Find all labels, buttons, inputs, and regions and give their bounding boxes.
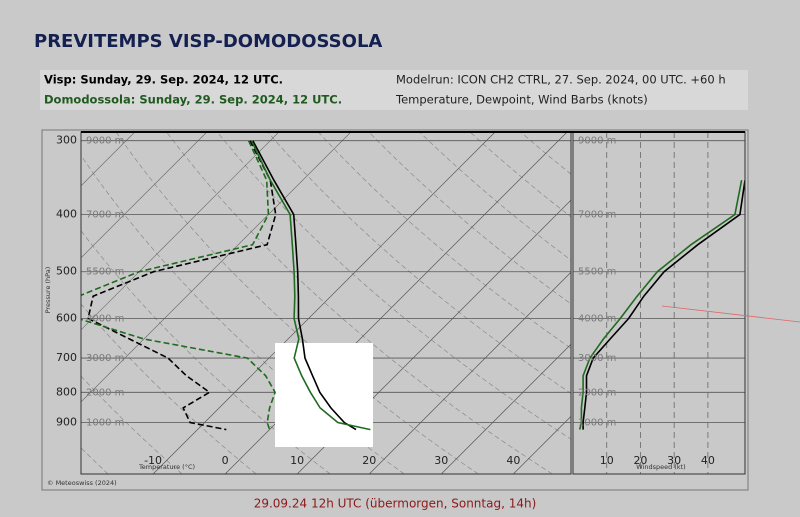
isotherm-grid — [441, 343, 571, 474]
y-tick-label: 600 — [56, 312, 77, 325]
isotherm — [81, 132, 208, 259]
isotherm — [81, 132, 352, 403]
info-domo: Domodossola: Sunday, 29. Sep. 2024, 12 U… — [44, 93, 342, 107]
windspeed-line — [578, 180, 743, 430]
dry-adiabat — [81, 230, 331, 474]
y-tick-label: 700 — [56, 351, 77, 364]
x-tick-label: 30 — [667, 454, 681, 467]
pointer-line — [661, 305, 800, 323]
isotherm-grid — [368, 271, 571, 474]
temperature-line — [252, 140, 357, 431]
altitude-label: 2000 m — [578, 387, 616, 398]
footer: 29.09.24 12h UTC (übermorgen, Sonntag, 1… — [254, 497, 537, 511]
altitude-label: 4000 m — [86, 314, 124, 325]
dry-adiabat — [216, 132, 571, 440]
x-tick-label: 0 — [222, 454, 229, 467]
altitude-label: 9000 m — [86, 136, 124, 147]
isotherm — [81, 132, 280, 331]
x-tick-label: 40 — [701, 454, 715, 467]
page-title: PREVITEMPS VISP-DOMODOSSOLA — [34, 31, 382, 52]
x-tick-label: 30 — [434, 454, 448, 467]
altitude-label: 5500 m — [578, 267, 616, 278]
altitude-label: 7000 m — [86, 209, 124, 220]
wind-axis-label: Windspeed (kt) — [636, 463, 685, 471]
altitude-label: 9000 m — [578, 136, 616, 147]
x-tick-label: 10 — [600, 454, 614, 467]
dry-adiabat — [774, 132, 800, 474]
x-axis-label: Temperature (°C) — [138, 463, 195, 471]
dry-adiabat — [267, 132, 571, 394]
altitude-label: 1000 m — [578, 418, 616, 429]
altitude-label: 2000 m — [86, 387, 124, 398]
dry-adiabat — [81, 375, 183, 474]
copyright: © Meteoswiss (2024) — [47, 479, 117, 487]
highlight-box — [275, 343, 373, 447]
y-tick-label: 800 — [56, 385, 77, 398]
y-tick-label: 900 — [56, 416, 77, 429]
info-vars: Temperature, Dewpoint, Wind Barbs (knots… — [395, 93, 648, 107]
altitude-label: 4000 m — [578, 314, 616, 325]
temperature-line — [250, 140, 371, 431]
x-tick-label: 10 — [290, 454, 304, 467]
wind-plot — [573, 132, 745, 474]
info-visp: Visp: Sunday, 29. Sep. 2024, 12 UTC. — [44, 73, 283, 87]
dry-adiabat — [166, 132, 553, 474]
skewt-plot — [0, 132, 800, 474]
x-tick-label: 20 — [362, 454, 376, 467]
altitude-label: 3000 m — [578, 353, 616, 364]
dewpoint-line — [81, 140, 276, 430]
altitude-label: 1000 m — [86, 418, 124, 429]
altitude-label: 3000 m — [86, 353, 124, 364]
y-tick-label: 400 — [56, 207, 77, 220]
info-box — [40, 70, 748, 110]
dewpoint-line — [87, 140, 277, 431]
x-tick-label: 40 — [506, 454, 520, 467]
isotherm-grid — [513, 415, 571, 474]
dry-adiabat — [318, 132, 571, 349]
info-model: Modelrun: ICON CH2 CTRL, 27. Sep. 2024, … — [396, 73, 726, 87]
y-tick-label: 500 — [56, 265, 77, 278]
x-tick-label: 20 — [633, 454, 647, 467]
windspeed-line — [582, 180, 745, 430]
isotherm-grid — [152, 132, 496, 474]
x-tick-label: -10 — [144, 454, 162, 467]
y-axis-label: Pressure (hPa) — [44, 267, 52, 314]
altitude-label: 7000 m — [578, 209, 616, 220]
chart-frame — [41, 129, 749, 491]
dry-adiabat — [0, 132, 34, 474]
altitude-label: 5500 m — [86, 267, 124, 278]
dry-adiabat — [81, 303, 257, 474]
y-tick-label: 300 — [56, 134, 77, 147]
